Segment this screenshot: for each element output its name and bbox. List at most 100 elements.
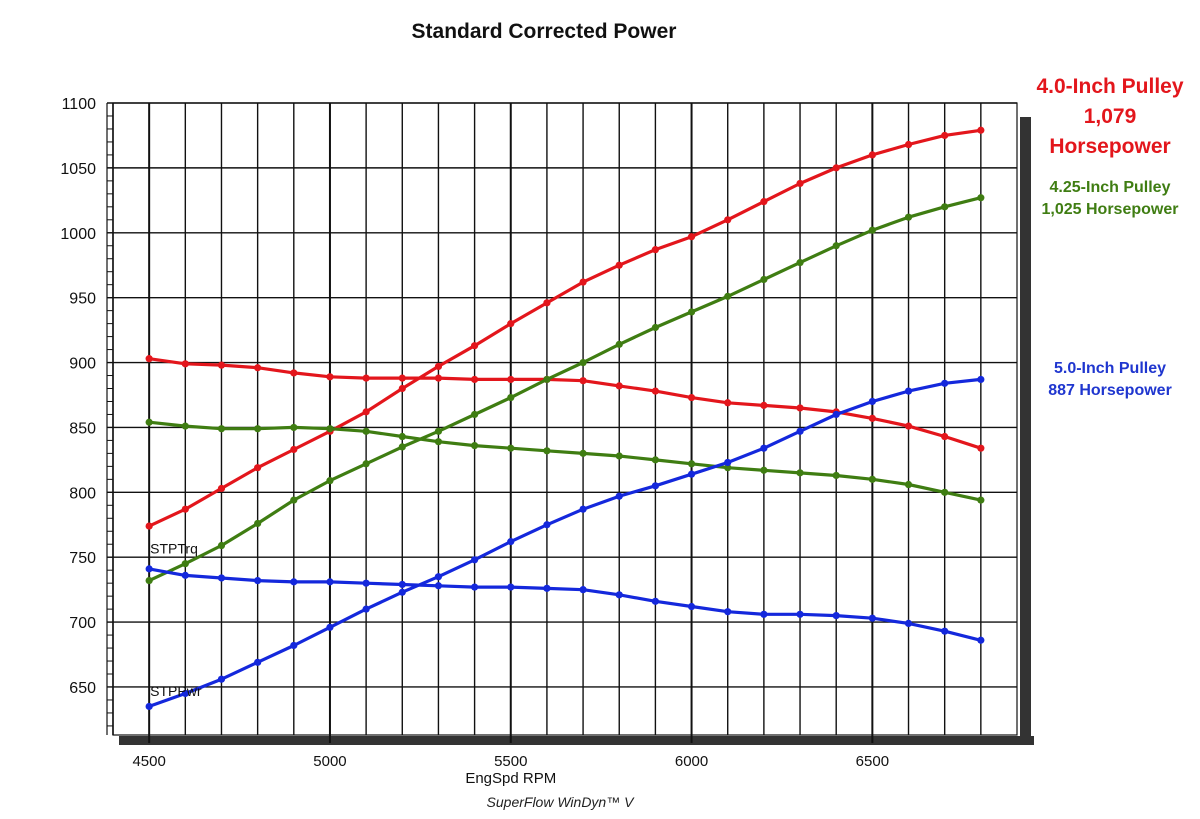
data-point bbox=[181, 422, 189, 430]
data-point bbox=[471, 583, 479, 591]
data-point bbox=[579, 586, 587, 594]
data-point bbox=[796, 404, 804, 412]
series-line bbox=[148, 196, 982, 583]
data-point bbox=[217, 484, 226, 493]
data-point bbox=[362, 374, 370, 382]
y-tick-label: 650 bbox=[69, 680, 96, 697]
data-point bbox=[290, 369, 298, 377]
data-point bbox=[181, 689, 189, 698]
data-point bbox=[651, 482, 660, 490]
data-point bbox=[471, 442, 479, 450]
data-point bbox=[687, 602, 696, 611]
data-point bbox=[217, 574, 226, 582]
data-point bbox=[724, 216, 732, 224]
data-point bbox=[290, 423, 298, 432]
data-point bbox=[434, 438, 443, 446]
data-point bbox=[254, 464, 262, 472]
data-point bbox=[868, 414, 876, 422]
y-tick-label: 1050 bbox=[60, 161, 96, 178]
data-point bbox=[977, 194, 985, 202]
data-point bbox=[434, 374, 443, 382]
data-point bbox=[615, 452, 623, 460]
data-point bbox=[507, 375, 515, 384]
data-point bbox=[796, 469, 804, 477]
data-point bbox=[832, 164, 840, 172]
data-point bbox=[941, 488, 949, 496]
data-point bbox=[217, 541, 226, 550]
x-axis-label: EngSpd RPM bbox=[465, 770, 556, 787]
data-point bbox=[145, 522, 153, 530]
data-point bbox=[760, 198, 768, 206]
data-point bbox=[290, 641, 298, 650]
data-point bbox=[904, 387, 913, 395]
data-point bbox=[615, 591, 623, 599]
annotation-line: 1,079 bbox=[1083, 105, 1137, 128]
data-point bbox=[579, 377, 587, 385]
data-point bbox=[687, 470, 696, 478]
data-point bbox=[904, 140, 913, 149]
x-tick-label: 5500 bbox=[494, 753, 527, 770]
data-point bbox=[796, 610, 804, 618]
data-point bbox=[254, 658, 262, 666]
data-point bbox=[471, 410, 479, 419]
data-point bbox=[181, 571, 189, 579]
data-point bbox=[868, 614, 876, 622]
data-point bbox=[832, 242, 840, 250]
data-point bbox=[217, 361, 226, 369]
data-point bbox=[579, 358, 587, 367]
y-tick-label: 850 bbox=[69, 420, 96, 437]
data-point bbox=[724, 292, 732, 300]
data-point bbox=[362, 460, 370, 468]
data-point bbox=[145, 355, 153, 363]
data-point bbox=[290, 578, 298, 586]
data-point bbox=[507, 320, 515, 328]
data-point bbox=[687, 233, 696, 241]
data-point bbox=[543, 447, 551, 455]
data-point bbox=[362, 408, 370, 416]
series-line bbox=[148, 128, 982, 528]
data-point bbox=[326, 373, 334, 381]
data-point bbox=[543, 521, 551, 529]
data-point bbox=[615, 261, 623, 269]
data-point bbox=[254, 519, 262, 528]
data-point bbox=[254, 364, 262, 372]
data-point bbox=[579, 505, 587, 513]
annotation-line: 4.25-Inch Pulley bbox=[1049, 179, 1171, 196]
y-tick-label: 950 bbox=[69, 291, 96, 308]
data-point bbox=[543, 375, 551, 384]
data-point bbox=[941, 627, 949, 635]
x-tick-label: 4500 bbox=[132, 753, 165, 770]
data-point bbox=[760, 275, 768, 284]
data-point bbox=[507, 444, 515, 452]
data-point bbox=[362, 605, 370, 613]
data-point bbox=[941, 131, 949, 140]
y-tick-label: 900 bbox=[69, 356, 96, 373]
data-point bbox=[977, 375, 985, 384]
data-point bbox=[941, 203, 949, 211]
data-point bbox=[832, 471, 840, 480]
data-point bbox=[507, 538, 515, 546]
data-point bbox=[181, 360, 189, 368]
chart-title: Standard Corrected Power bbox=[411, 20, 677, 43]
annotation-line: 887 Horsepower bbox=[1048, 382, 1172, 399]
y-tick-label: 1000 bbox=[60, 226, 96, 243]
data-point bbox=[796, 179, 804, 188]
data-point bbox=[760, 610, 768, 618]
data-point bbox=[868, 151, 876, 159]
data-point bbox=[254, 425, 262, 433]
x-tick-label: 6500 bbox=[856, 753, 889, 770]
data-point bbox=[904, 619, 913, 627]
y-tick-label: 1100 bbox=[62, 96, 97, 113]
data-point bbox=[724, 464, 732, 472]
data-point bbox=[724, 399, 732, 407]
data-point bbox=[326, 477, 334, 485]
curve-label-power: STPPwr bbox=[150, 683, 202, 699]
data-point bbox=[145, 418, 153, 426]
data-point bbox=[796, 259, 804, 267]
data-point bbox=[868, 397, 876, 406]
data-point bbox=[326, 623, 334, 631]
data-point bbox=[254, 576, 262, 585]
data-point bbox=[868, 226, 876, 234]
data-point bbox=[471, 556, 479, 564]
data-point bbox=[904, 480, 913, 489]
